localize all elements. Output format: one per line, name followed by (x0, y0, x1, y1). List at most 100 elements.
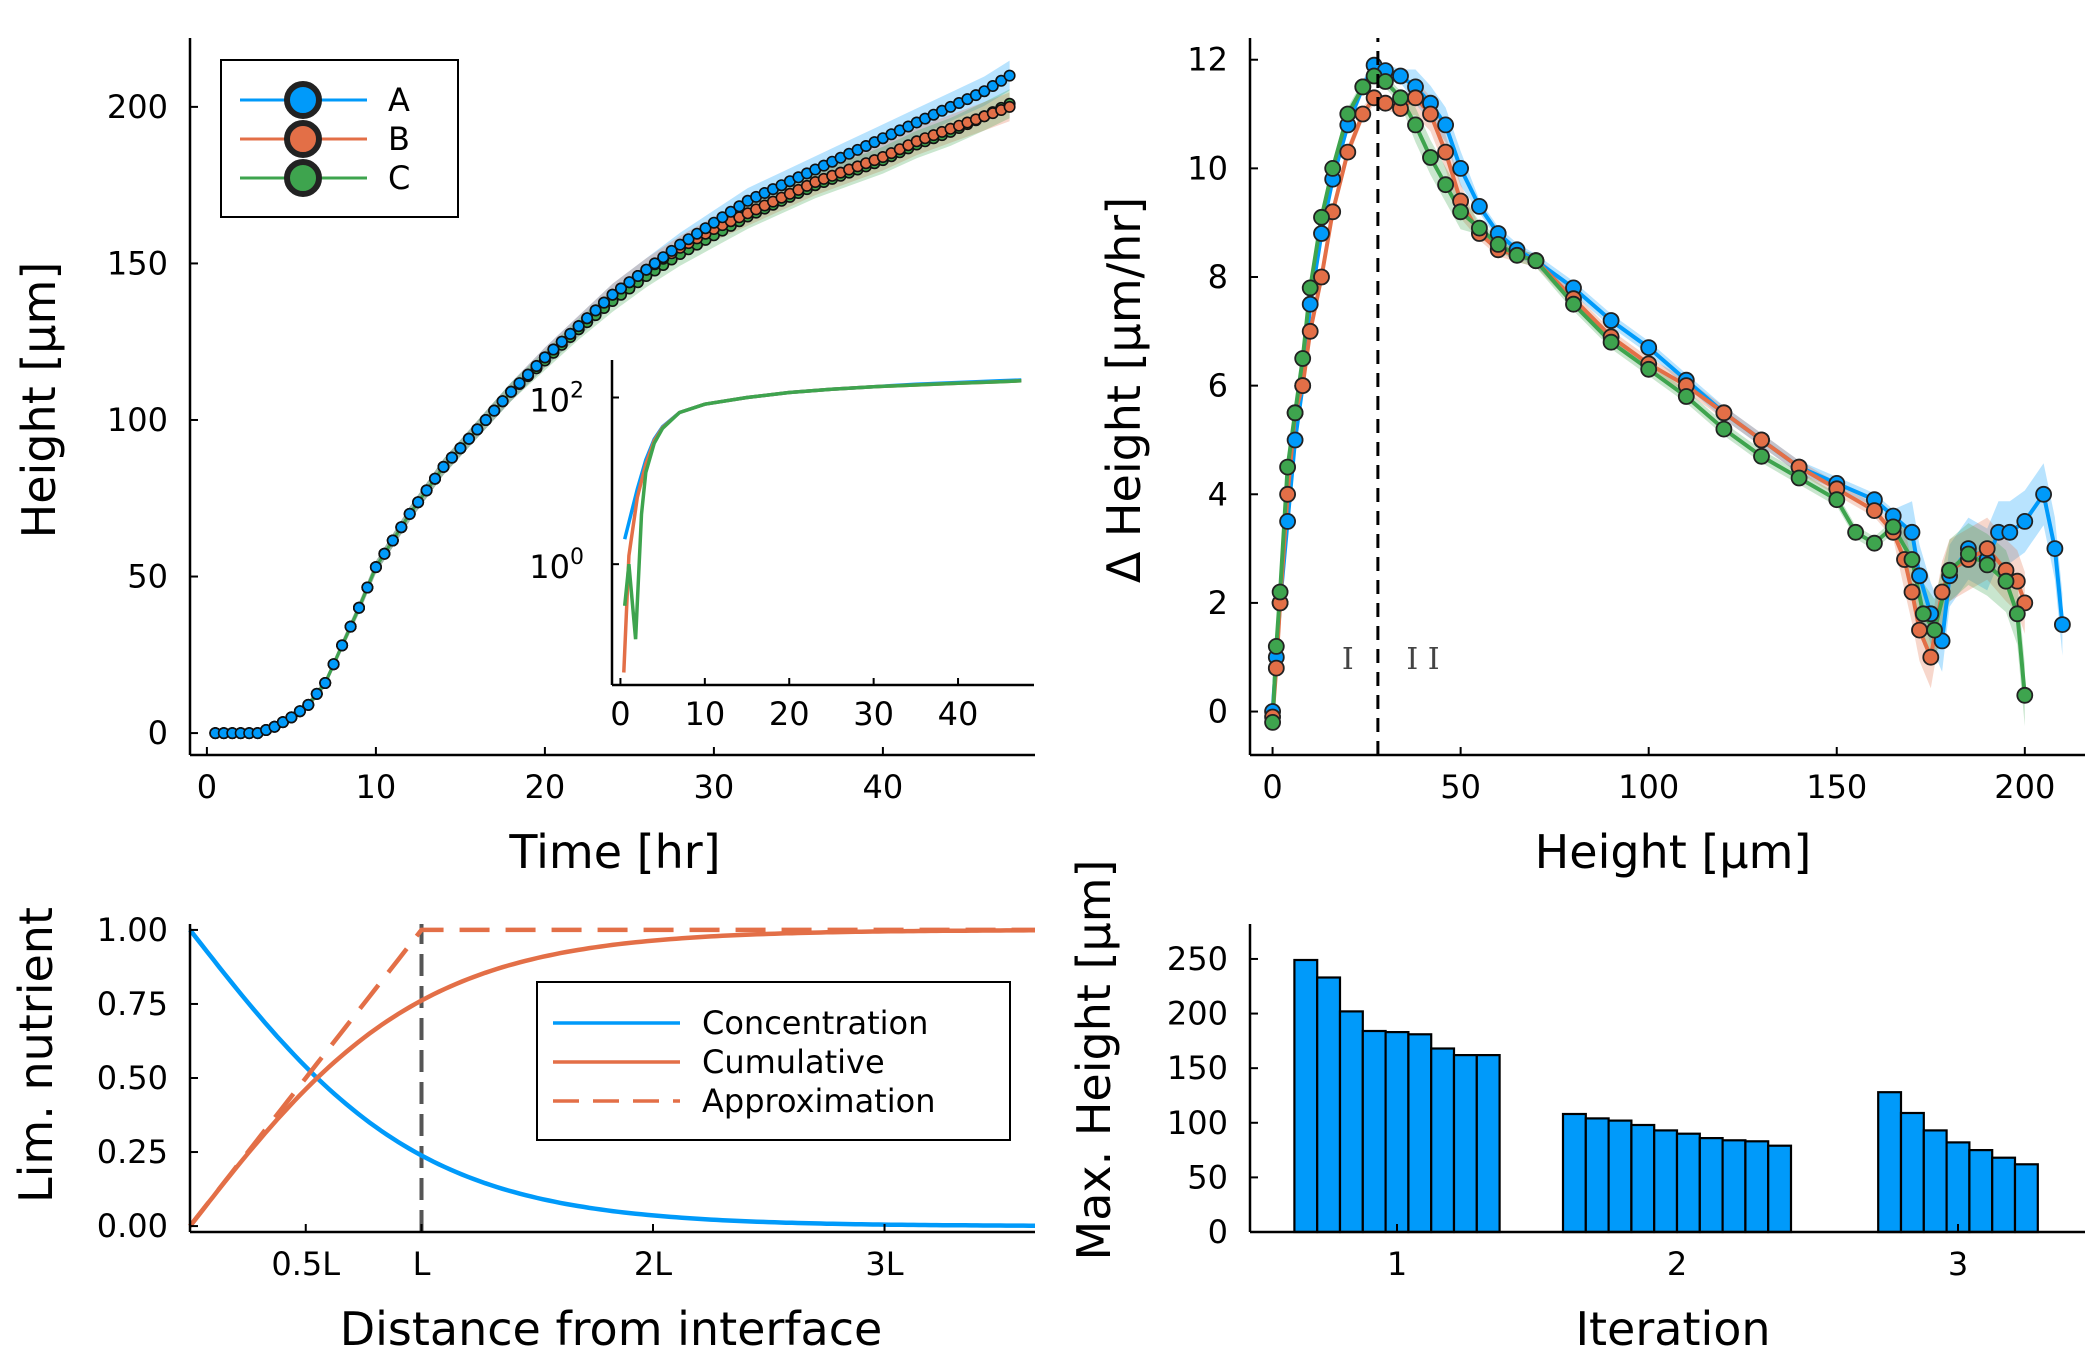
series-B-point (1313, 268, 1330, 286)
series-A-point (496, 395, 509, 408)
tr-ytick-label: 6 (1208, 367, 1228, 405)
series-C-point (1926, 621, 1943, 639)
tr-ytick-label: 8 (1208, 258, 1228, 296)
series-A-point (623, 276, 636, 289)
series-C-point (1407, 116, 1424, 134)
br-ytick-label: 250 (1167, 940, 1228, 978)
series-C-point (1677, 388, 1695, 405)
br-ylabel: Max. Height [µm] (1067, 860, 1121, 1261)
br-xlabel: Iteration (1575, 1302, 1770, 1350)
tr-xtick-label: 0 (1262, 768, 1282, 806)
series-A-point (336, 639, 349, 652)
series-A-point (716, 211, 729, 224)
series-C-point (1422, 149, 1439, 166)
series-A-point (310, 687, 323, 700)
series-B-point (1753, 431, 1770, 449)
series-A-point (1279, 513, 1296, 530)
series-A-point (479, 413, 492, 426)
tr-annotation: I (1342, 642, 1354, 677)
series-C-point (1508, 246, 1526, 264)
series-A-point (2046, 540, 2064, 557)
series-A-point (1911, 567, 1928, 585)
series-C-point (1301, 279, 1319, 297)
inset-xtick-label: 0 (610, 695, 630, 733)
series-C-point (1286, 404, 1304, 422)
series-A-point (538, 351, 551, 364)
series-C-point (1941, 561, 1958, 579)
br-ytick-label: 100 (1167, 1104, 1228, 1142)
bar-group1-bar (1338, 1010, 1364, 1234)
tr-annotation: I I (1406, 642, 1439, 677)
series-A-point (978, 85, 991, 98)
inset-ytick-label: 100 (529, 545, 584, 586)
series-A-point (521, 368, 534, 381)
series-B-point (1407, 89, 1424, 107)
series-A-point (428, 472, 441, 485)
series-A-point (724, 205, 737, 218)
tr-xtick-label: 50 (1440, 768, 1481, 806)
bar-group2-bar (1561, 1112, 1587, 1234)
series-A-point (986, 80, 999, 93)
tr-xtick-label: 150 (1806, 768, 1867, 806)
series-A-point (378, 547, 391, 560)
series-A-point (1452, 159, 1469, 177)
series-A-point (640, 263, 653, 276)
br-ytick-label: 0 (1208, 1213, 1228, 1251)
series-A-point (403, 507, 416, 520)
series-A-point (352, 601, 365, 614)
series-C-point (1489, 235, 1507, 253)
series-C-point (1715, 420, 1733, 438)
tr-xtick-label: 100 (1618, 768, 1679, 806)
tl-legend-marker-B (284, 120, 322, 158)
bl-xtick-label: 3L (865, 1245, 903, 1283)
series-A-point (344, 620, 357, 633)
series-A-point (648, 257, 661, 270)
series-C-point (1640, 360, 1658, 378)
series-A-point (420, 484, 433, 497)
tl-inset-bg (612, 360, 1034, 685)
series-A-point (1313, 225, 1330, 242)
series-C-point (1294, 350, 1312, 367)
series-B-point (1294, 377, 1312, 395)
series-A-point (597, 296, 610, 309)
series-C-point (1279, 458, 1296, 476)
tl-ytick-label: 200 (107, 88, 168, 126)
bar-group3-bar (1991, 1156, 2017, 1234)
bar-group2-bar (1607, 1119, 1633, 1234)
series-A-point (1437, 116, 1454, 134)
bar-group2-bar (1698, 1136, 1724, 1234)
series-A-point (1003, 69, 1016, 82)
series-C-point (1565, 295, 1582, 313)
tl-ytick-label: 150 (107, 244, 168, 282)
series-A-point (445, 451, 458, 464)
series-B-point (1301, 322, 1319, 340)
bar-group2-bar (1675, 1132, 1701, 1234)
series-A-point (589, 304, 602, 317)
bl-ytick-label: 0.75 (97, 985, 168, 1023)
series-A-point (2053, 616, 2071, 633)
tl-xtick-label: 20 (525, 768, 566, 806)
tr-ytick-label: 10 (1187, 149, 1228, 187)
tl-legend-label-B: B (388, 120, 410, 158)
tl-legend-label-C: C (388, 159, 410, 197)
series-A-point (707, 216, 720, 229)
series-C-point (1377, 73, 1394, 90)
series-B-point (1866, 502, 1883, 520)
series-A-point (327, 658, 340, 671)
tl-inset: 0 10 20 30 40 100 102 (529, 360, 1034, 733)
series-C-point (1271, 583, 1289, 601)
tr-ytick-label: 0 (1208, 693, 1228, 731)
series-A-point (1640, 339, 1658, 357)
series-B-point (1377, 94, 1394, 112)
series-A-point (454, 442, 467, 455)
series-concentration-line (188, 928, 1035, 1228)
bar-group3-bar (1899, 1111, 1925, 1234)
series-B-point (1422, 105, 1439, 123)
series-A-point (285, 711, 298, 724)
series-A-point (564, 327, 577, 340)
series-A-point (513, 377, 526, 390)
series-C-point (1324, 159, 1342, 177)
series-B-point (1903, 583, 1921, 601)
